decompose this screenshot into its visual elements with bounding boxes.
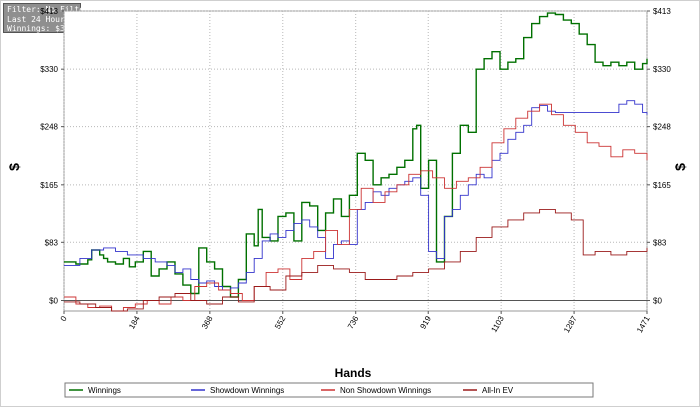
x-tick-label: 368 [200, 314, 215, 331]
winnings-line [64, 12, 648, 298]
legend-label-showdown-winnings: Showdown Winnings [210, 386, 284, 395]
y-axis-right-ticks: $0 $83 $165 $248 $330 $413 [647, 7, 671, 305]
y-tick-label-right: $413 [653, 7, 671, 16]
y-tick-label-right: $330 [653, 65, 671, 74]
x-tick-label: 1103 [489, 314, 506, 334]
x-tick-label: 1287 [562, 314, 579, 334]
y-tick-label-right: $83 [653, 238, 667, 247]
non-showdown-winnings-line [64, 103, 648, 312]
legend-label-allin-ev: All-In EV [482, 386, 514, 395]
y-axis-left-label: $ [6, 163, 22, 171]
y-tick-label-left: $165 [40, 181, 58, 190]
grid-lines [63, 10, 648, 311]
y-tick-label-left: $83 [45, 238, 59, 247]
x-axis-label: Hands [335, 366, 372, 380]
y-axis-right-label: $ [672, 163, 688, 171]
x-tick-label: 919 [418, 314, 433, 331]
legend-label-non-showdown-winnings: Non Showdown Winnings [340, 386, 431, 395]
x-tick-label: 0 [59, 314, 69, 323]
legend: Winnings Showdown Winnings Non Showdown Wi… [69, 386, 514, 395]
y-tick-label-left: $413 [40, 7, 58, 16]
legend-label-winnings: Winnings [88, 386, 121, 395]
filter-label: Filter: No Filter [7, 5, 89, 14]
x-tick-label: 736 [346, 314, 361, 331]
x-axis-ticks: 0 184 368 552 736 919 1103 1287 1471 [59, 311, 652, 334]
series-group [64, 12, 648, 312]
y-tick-label-left: $330 [40, 65, 58, 74]
x-tick-label: 552 [273, 314, 288, 331]
winnings-total-label: Winnings: $345.76 [7, 24, 89, 33]
y-tick-label-left: $248 [40, 123, 58, 132]
x-tick-label: 1471 [635, 314, 652, 334]
y-axis-left-ticks: $0 $83 $165 $248 $330 $413 [40, 7, 64, 305]
y-tick-label-right: $0 [653, 296, 662, 305]
x-tick-label: 184 [127, 314, 142, 331]
y-tick-label-right: $165 [653, 181, 671, 190]
time-range-label: Last 24 Hours [7, 14, 70, 24]
y-tick-label-left: $0 [49, 296, 58, 305]
y-tick-label-right: $248 [653, 123, 671, 132]
allin-ev-line [64, 208, 648, 312]
